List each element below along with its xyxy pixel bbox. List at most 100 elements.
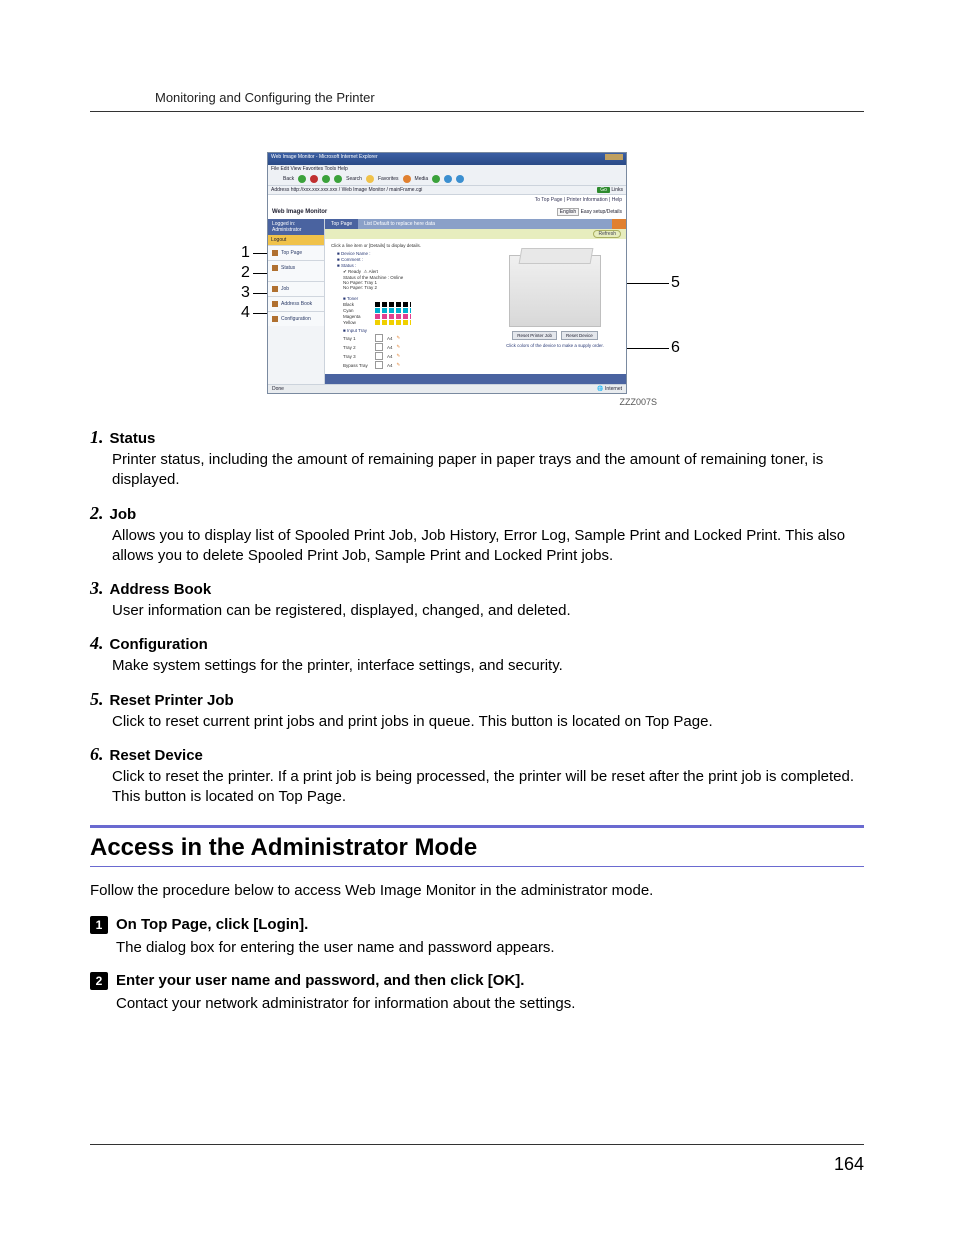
toner-bar-yellow (375, 320, 411, 325)
mail-icon[interactable] (444, 175, 452, 183)
gear-icon[interactable]: ✎ (397, 344, 401, 350)
print-icon[interactable] (456, 175, 464, 183)
window-title: Web Image Monitor - Microsoft Internet E… (271, 154, 378, 164)
nav-sidebar: Logged in: Administrator Logout Top Page… (268, 219, 325, 384)
list-3-title: Address Book (110, 581, 212, 598)
home-icon[interactable] (334, 175, 342, 183)
gear-icon[interactable]: ✎ (397, 335, 401, 341)
supply-note: Click colors of the device to make a sup… (490, 343, 620, 348)
nav-logout[interactable]: Logout (268, 235, 324, 246)
callout-5: 5 (671, 274, 680, 292)
nav-address-book[interactable]: Address Book (268, 297, 324, 312)
gear-icon[interactable]: ✎ (397, 353, 401, 359)
step-2-num-icon: 2 (90, 972, 108, 990)
list-3-num: 3. (90, 578, 104, 599)
gear-icon[interactable]: ✎ (397, 362, 401, 368)
step-1-button-label: [Login] (253, 916, 304, 933)
step-1-head: 1 On Top Page, click [Login]. (90, 916, 864, 934)
links-label[interactable]: Links (611, 187, 623, 193)
toner-yellow: Yellow (343, 320, 484, 325)
toner-cyan: Cyan (343, 308, 484, 313)
browser-statusbar: Done 🌐 Internet (268, 384, 626, 393)
tray-3: Tray 3A4✎ (343, 352, 484, 360)
step-2-head: 2 Enter your user name and password, and… (90, 972, 864, 990)
callout-6: 6 (671, 339, 680, 357)
chevron-icon (272, 286, 278, 292)
language-select[interactable]: English (557, 208, 579, 216)
nav-job-label: Job (281, 286, 289, 292)
nav-conf-label: Configuration (281, 316, 311, 322)
printer-illustration: Reset Printer Job Reset Device Click col… (490, 243, 620, 370)
status-panel: Click a line item or [Details] to displa… (331, 243, 484, 370)
nav-top-page[interactable]: Top Page (268, 246, 324, 261)
search-label[interactable]: Search (346, 176, 362, 182)
favorites-label[interactable]: Favorites (378, 176, 399, 182)
chevron-icon (272, 250, 278, 256)
list-1-title: Status (110, 430, 156, 447)
nav-header: Logged in: Administrator (268, 219, 324, 235)
nav-configuration[interactable]: Configuration (268, 312, 324, 326)
switch-label[interactable]: Easy setup/Details (581, 209, 622, 215)
forward-icon[interactable] (298, 175, 306, 183)
status-internet: Internet (605, 386, 622, 392)
callout-2: 2 (241, 264, 250, 282)
refresh-row: Refresh (325, 229, 626, 239)
list-1-body: Printer status, including the amount of … (112, 450, 864, 491)
toner-block: ■ Toner Black Cyan Magenta Yellow ■ Inpu… (331, 296, 484, 369)
nav-addr-label: Address Book (281, 301, 312, 307)
list-1-num: 1. (90, 427, 104, 448)
wim-main-body: Click a line item or [Details] to displa… (325, 239, 626, 374)
history-icon[interactable] (432, 175, 440, 183)
footer-rule (90, 1144, 864, 1145)
refresh-icon[interactable] (322, 175, 330, 183)
media-label[interactable]: Media (415, 176, 429, 182)
list-5-body: Click to reset current print jobs and pr… (112, 712, 864, 732)
window-controls-icon[interactable] (605, 154, 623, 160)
running-header: Monitoring and Configuring the Printer (155, 90, 864, 105)
go-button[interactable]: Go (597, 187, 610, 193)
list-4-num: 4. (90, 633, 104, 654)
list-2-body: Allows you to display list of Spooled Pr… (112, 526, 864, 567)
reset-printer-job-button[interactable]: Reset Printer Job (512, 331, 557, 340)
chevron-icon (272, 265, 278, 271)
back-label[interactable]: Back (283, 176, 294, 182)
favorites-icon[interactable] (366, 175, 374, 183)
status-tray2: No Paper: Tray 2 (343, 285, 484, 290)
document-page: Monitoring and Configuring the Printer 1… (0, 0, 954, 1235)
back-icon[interactable] (271, 175, 279, 183)
toolbar: Back Search Favorites Media (268, 173, 626, 185)
reset-device-button[interactable]: Reset Device (561, 331, 598, 340)
nav-status-label: Status (281, 265, 295, 271)
list-5-title: Reset Printer Job (110, 692, 234, 709)
list-4-title: Configuration (110, 636, 208, 653)
chevron-icon (272, 301, 278, 307)
device-name-line: ■ Device Name : (337, 251, 484, 256)
step-2-post: . (520, 972, 524, 989)
nav-job[interactable]: Job (268, 282, 324, 297)
nav-status[interactable]: Status (268, 261, 324, 282)
list-2-num: 2. (90, 503, 104, 524)
wim-content: Logged in: Administrator Logout Top Page… (268, 219, 626, 384)
browser-window: Web Image Monitor - Microsoft Internet E… (267, 152, 627, 394)
tray-icon (375, 352, 383, 360)
step-2-pre: Enter your user name and password, and t… (116, 972, 488, 989)
tray-icon (375, 334, 383, 342)
tab-sub[interactable]: List Default to replace here data (358, 219, 612, 229)
toner-bar-cyan (375, 308, 411, 313)
page-number: 164 (834, 1154, 864, 1175)
status-line: ■ Status : (337, 263, 484, 268)
menubar[interactable]: File Edit View Favorites Tools Help (268, 165, 626, 173)
nav-top-label: Top Page (281, 250, 302, 256)
step-1-body: The dialog box for entering the user nam… (116, 938, 864, 958)
media-icon[interactable] (403, 175, 411, 183)
address-value[interactable]: http://xxx.xxx.xxx.xxx / Web Image Monit… (291, 187, 423, 193)
stop-icon[interactable] (310, 175, 318, 183)
footer-rule-wrap (90, 1144, 864, 1145)
refresh-button[interactable]: Refresh (593, 230, 621, 238)
tab-top-page[interactable]: Top Page (325, 219, 358, 229)
wim-subheader[interactable]: To Top Page | Printer Information | Help (268, 195, 626, 205)
toner-bar-magenta (375, 314, 411, 319)
tray-icon (375, 361, 383, 369)
tray-1: Tray 1A4✎ (343, 334, 484, 342)
list-6-num: 6. (90, 744, 104, 765)
